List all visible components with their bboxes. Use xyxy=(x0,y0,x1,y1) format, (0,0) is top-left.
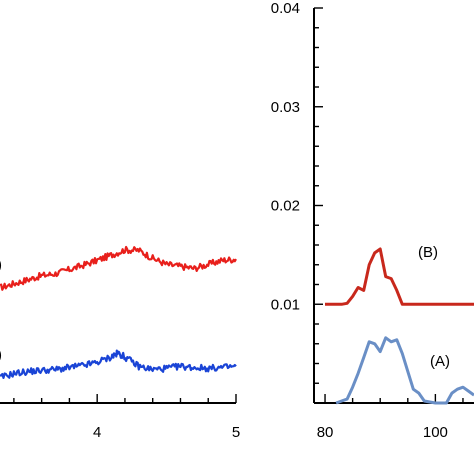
left-series-label-1: ) xyxy=(0,347,2,364)
left-x-tick-label: 4 xyxy=(93,424,101,441)
left-x-tick-label: 5 xyxy=(232,424,240,441)
left-panel: 4 5)) xyxy=(0,245,240,441)
right-series-label-0: (B) xyxy=(418,244,438,261)
right-y-tick-label: 0.03 xyxy=(271,99,300,116)
right-y-tick-label: 0.04 xyxy=(271,0,300,17)
right-series-label-1: (A) xyxy=(430,353,450,370)
right-panel: 0.01 0.02 0.03 0.04 80 100 (B) (A) xyxy=(271,0,474,441)
right-x-tick-label: 80 xyxy=(317,424,334,441)
right-x-tick-label: 100 xyxy=(423,424,448,441)
right-series-line-0 xyxy=(325,247,474,306)
right-y-tick-label: 0.02 xyxy=(271,198,300,215)
left-series-line-1 xyxy=(0,349,237,379)
right-y-tick-label: 0.01 xyxy=(271,296,300,313)
left-series-line-0 xyxy=(0,245,237,291)
right-series-line-1 xyxy=(335,336,474,405)
left-series-label-0: ) xyxy=(0,257,2,274)
